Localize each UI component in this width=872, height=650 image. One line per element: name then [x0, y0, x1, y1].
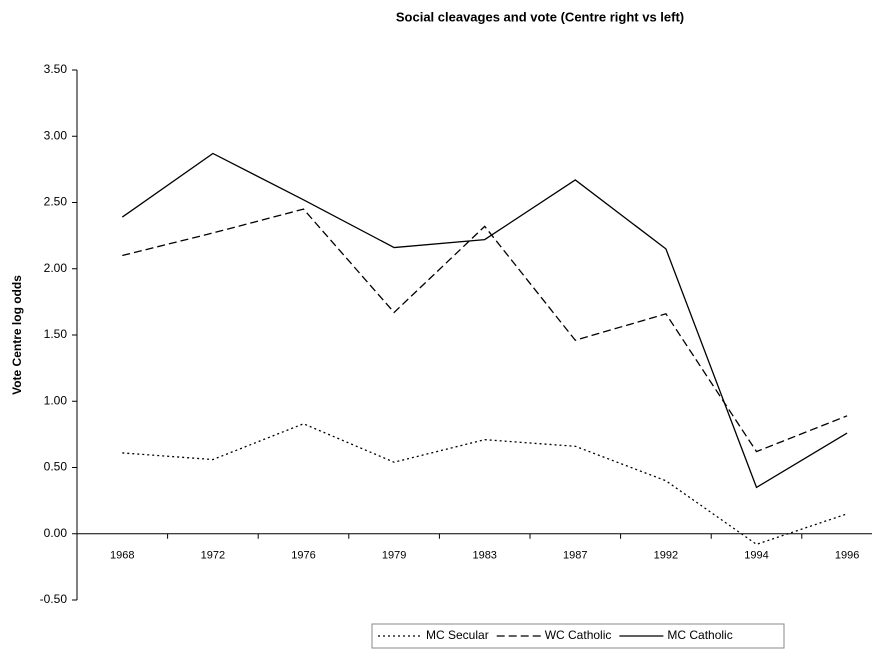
- y-tick-label: 3.00: [44, 128, 68, 142]
- legend-label: WC Catholic: [545, 628, 612, 642]
- y-tick-label: 2.50: [44, 195, 68, 209]
- legend-label: MC Catholic: [667, 628, 732, 642]
- x-tick-label: 1976: [291, 550, 315, 562]
- legend: MC Secular WC Catholic MC Catholic: [371, 623, 785, 649]
- x-tick-label: 1996: [835, 550, 859, 562]
- y-tick-label: 1.50: [44, 327, 68, 341]
- x-tick-label: 1979: [382, 550, 406, 562]
- chart-title: Social cleavages and vote (Centre right …: [396, 9, 684, 24]
- y-tick-label: 0.00: [44, 526, 68, 540]
- y-tick-label: 0.50: [44, 460, 68, 474]
- series-line: [121, 152, 848, 489]
- x-tick-label: 1992: [654, 550, 678, 562]
- y-axis-label: Vote Centre log odds: [10, 275, 24, 395]
- y-tick-label: -0.50: [40, 592, 68, 606]
- y-tick-label: 3.50: [44, 62, 68, 76]
- y-tick-label: 1.00: [44, 393, 68, 407]
- x-tick-label: 1968: [110, 550, 134, 562]
- series-line: [122, 423, 848, 546]
- legend-label: MC Secular: [426, 628, 489, 642]
- y-tick-label: 2.00: [44, 261, 68, 275]
- x-tick-label: 1972: [201, 550, 225, 562]
- series-line: [122, 208, 848, 453]
- legend-box: [371, 623, 785, 649]
- x-tick-label: 1994: [744, 550, 768, 562]
- x-tick-label: 1987: [563, 550, 587, 562]
- x-tick-label: 1983: [472, 550, 496, 562]
